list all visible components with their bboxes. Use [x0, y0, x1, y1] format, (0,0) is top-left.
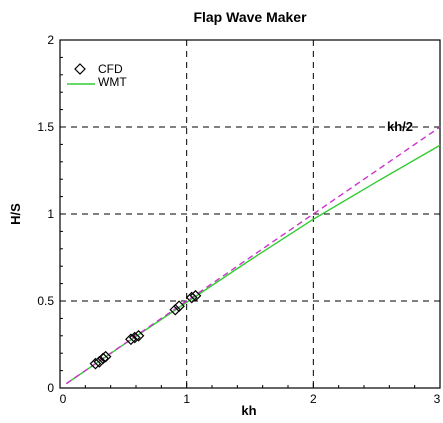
y-tick-label: 1.5: [37, 120, 54, 134]
y-tick-label: 1: [47, 207, 54, 221]
cfd-point: [132, 329, 145, 342]
legend-cfd-marker: [74, 63, 86, 75]
ticks: [59, 39, 441, 389]
wmt-line: [65, 144, 441, 385]
x-axis-label: kh: [241, 403, 256, 418]
cfd-point: [185, 291, 198, 304]
cfd-markers: [89, 289, 202, 370]
x-tick-label: 3: [434, 392, 441, 406]
y-axis-label: H/S: [8, 203, 23, 225]
y-tick-label: 0.5: [37, 294, 54, 308]
cfd-point: [89, 357, 102, 370]
kh-half-line: [65, 126, 441, 385]
x-tick-label: 1: [183, 392, 190, 406]
cfd-point: [125, 333, 137, 346]
cfd-point: [173, 300, 185, 313]
tick-labels: 0 1 2 3 0 0.5 1 1.5 2: [37, 33, 440, 406]
cfd-point: [93, 356, 106, 368]
y-tick-label: 0: [47, 381, 54, 395]
cfd-point: [189, 289, 202, 302]
legend: CFD WMT: [67, 62, 127, 89]
legend-wmt-label: WMT: [98, 75, 127, 89]
y-tick-label: 2: [47, 33, 54, 47]
legend-cfd-label: CFD: [98, 62, 123, 76]
cfd-point: [128, 331, 141, 344]
series-lines: [65, 126, 441, 385]
cfd-point: [99, 350, 112, 363]
x-tick-label: 2: [310, 392, 317, 406]
cfd-point: [97, 352, 109, 365]
legend-cfd-diamond: [74, 63, 86, 75]
chart-title: Flap Wave Maker: [193, 9, 307, 25]
kh-half-annotation: kh/2: [387, 119, 413, 134]
x-tick-label: 0: [60, 392, 67, 406]
cfd-point: [169, 303, 182, 316]
grid: [60, 40, 440, 388]
